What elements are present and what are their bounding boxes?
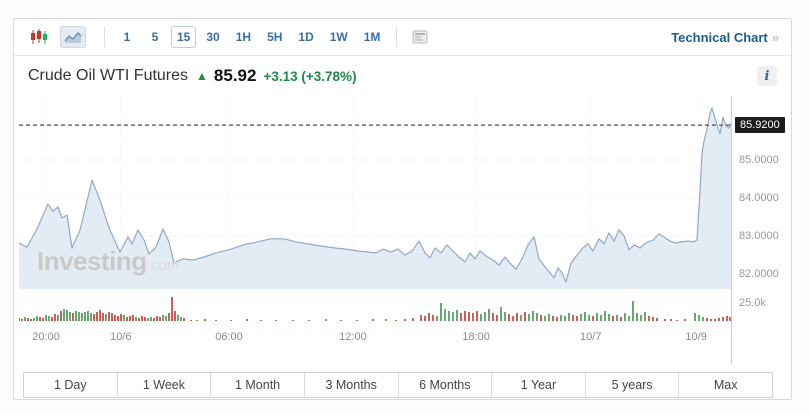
x-axis-label: 10/6	[110, 331, 132, 343]
price-chart[interactable]: Investing.com	[18, 96, 732, 321]
interval-1D[interactable]: 1D	[298, 30, 314, 44]
chart-canvas[interactable]	[18, 96, 732, 321]
up-arrow-icon: ▲	[196, 69, 208, 83]
range-6-months[interactable]: 6 Months	[399, 373, 493, 397]
current-price-tag: 85.9200	[735, 117, 785, 134]
range-buttons: 1 Day 1 Week 1 Month 3 Months 6 Months 1 Year…	[23, 372, 773, 398]
volume-axis-label: 25.0k	[739, 297, 766, 309]
price-axis: 85.9200 85.0000 84.0000 83.0000 82.0000 25.0…	[731, 96, 791, 364]
toolbar-separator	[396, 27, 398, 47]
range-1-day[interactable]: 1 Day	[24, 373, 118, 397]
candlestick-icon[interactable]	[26, 26, 52, 48]
interval-1W[interactable]: 1W	[329, 30, 348, 44]
interval-1H[interactable]: 1H	[235, 30, 252, 44]
technical-chart-label: Technical Chart	[671, 29, 768, 45]
x-axis-label: 10/7	[580, 331, 602, 343]
y-axis-label: 84.0000	[739, 191, 779, 204]
interval-1M[interactable]: 1M	[363, 30, 381, 44]
x-axis-label: 20:00	[32, 331, 60, 343]
info-icon[interactable]: i	[757, 66, 777, 86]
x-axis-label: 10/9	[685, 331, 707, 343]
interval-15[interactable]: 15	[171, 26, 197, 48]
interval-30[interactable]: 30	[206, 30, 220, 44]
technical-chart-link[interactable]: Technical Chart»	[671, 30, 779, 45]
range-1-week[interactable]: 1 Week	[118, 373, 212, 397]
last-price: 85.92	[213, 66, 257, 85]
x-axis-label: 18:00	[462, 331, 490, 343]
interval-5H[interactable]: 5H	[267, 30, 283, 44]
range-5-years[interactable]: 5 years	[586, 373, 680, 397]
x-axis-label: 06:00	[215, 331, 243, 343]
price-change: +3.13 (+3.78%)	[263, 68, 357, 84]
toolbar: 1 5 15 30 1H 5H 1D 1W 1M Technical Chart»	[14, 19, 791, 56]
range-1-month[interactable]: 1 Month	[211, 373, 305, 397]
chevron-right-icon: »	[771, 29, 779, 45]
interval-buttons: 1 5 15 30 1H 5H 1D 1W 1M	[115, 26, 386, 48]
interval-1[interactable]: 1	[123, 30, 131, 44]
range-3-months[interactable]: 3 Months	[305, 373, 399, 397]
chart-widget: 1 5 15 30 1H 5H 1D 1W 1M Technical Chart» Crude …	[13, 18, 792, 400]
chart-settings-icon[interactable]	[407, 26, 433, 48]
area-chart-icon[interactable]	[60, 26, 86, 48]
x-axis-label: 12:00	[339, 331, 367, 343]
range-1-year[interactable]: 1 Year	[492, 373, 586, 397]
range-max[interactable]: Max	[713, 378, 738, 392]
toolbar-separator	[104, 27, 105, 47]
instrument-header: Crude Oil WTI Futures ▲ 85.92 +3.13 (+3.…	[14, 57, 791, 95]
y-axis-label: 83.0000	[739, 229, 779, 242]
y-axis-label: 82.0000	[739, 267, 779, 280]
instrument-title: Crude Oil WTI Futures	[28, 67, 189, 84]
x-axis: 20:00 10/6 06:00 12:00 18:00 10/7 10/9	[19, 331, 731, 347]
interval-5[interactable]: 5	[151, 30, 159, 44]
y-axis-label: 85.0000	[739, 154, 779, 166]
